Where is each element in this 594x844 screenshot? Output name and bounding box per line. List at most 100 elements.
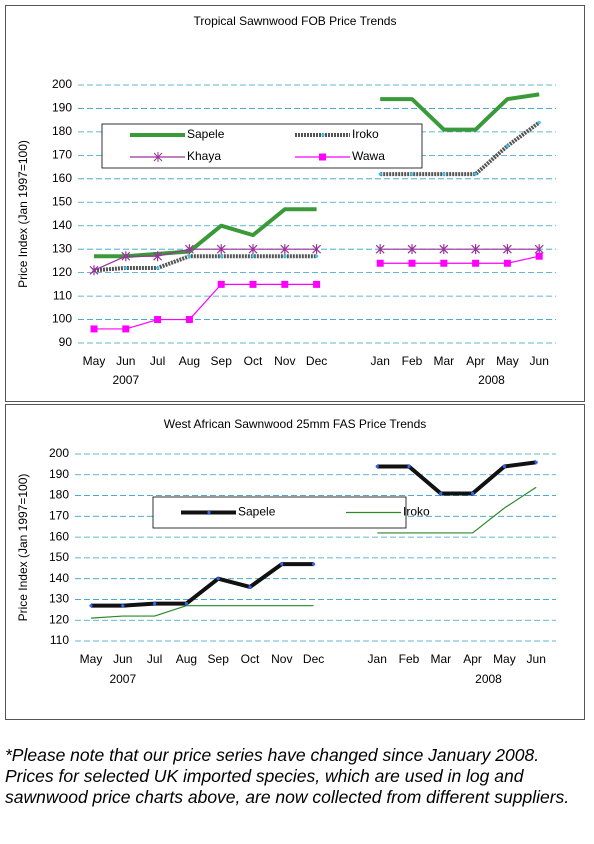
marker (121, 604, 125, 608)
y-tick-label: 110 (50, 633, 69, 647)
year-label: 2008 (478, 373, 505, 387)
x-tick-label: Jun (113, 652, 132, 666)
chart-frame: Tropical Sawnwood FOB Price Trends Price … (5, 5, 585, 402)
y-tick-label: 200 (49, 446, 69, 460)
x-tick-label: Dec (306, 354, 327, 368)
legend-marker (319, 153, 326, 161)
x-tick-label: Mar (430, 652, 451, 666)
series-line (91, 460, 537, 608)
year-label: 2008 (475, 672, 502, 686)
marker (281, 280, 289, 288)
legend-label: Sapele (187, 127, 225, 141)
marker (407, 464, 411, 469)
marker (502, 464, 506, 469)
marker (313, 280, 321, 288)
marker (187, 254, 191, 258)
marker (184, 602, 188, 606)
x-tick-label: Aug (179, 354, 200, 368)
marker (121, 251, 131, 262)
marker (89, 265, 99, 276)
chart: Tropical Sawnwood FOB Price Trends Price … (16, 14, 556, 387)
y-axis-label: Price Index (Jan 1997=100) (16, 140, 30, 288)
x-tick-label: May (496, 354, 519, 368)
marker (312, 244, 322, 255)
marker (156, 266, 160, 270)
marker (535, 252, 543, 260)
x-tick-label: Jun (116, 354, 135, 368)
marker (154, 316, 162, 324)
y-tick-label: 130 (52, 241, 72, 255)
marker (503, 259, 511, 267)
marker (471, 244, 481, 255)
x-tick-label: Sep (211, 354, 233, 368)
markers (92, 120, 541, 272)
y-tick-label: 190 (52, 101, 72, 115)
x-tick-label: Nov (271, 652, 292, 666)
series-line (94, 92, 540, 259)
legend-label: Wawa (352, 149, 385, 163)
year-label: 2007 (109, 672, 136, 686)
marker (407, 244, 417, 255)
x-tick-label: Feb (402, 354, 423, 368)
markers (89, 244, 544, 276)
x-tick-label: Oct (241, 652, 260, 666)
legend-marker (207, 510, 211, 515)
marker (408, 259, 416, 267)
markers (90, 252, 543, 333)
marker (440, 259, 448, 267)
y-tick-label: 150 (49, 550, 69, 564)
marker (537, 120, 541, 125)
series-line (93, 120, 541, 273)
x-tick-label: Jun (530, 354, 549, 368)
y-tick-label: 170 (52, 148, 72, 162)
marker (90, 325, 98, 333)
marker (153, 251, 163, 262)
marker (280, 244, 290, 255)
marker (312, 562, 316, 566)
marker (474, 172, 478, 176)
y-tick-label: 160 (52, 171, 72, 185)
y-tick-label: 120 (49, 612, 69, 626)
y-tick-label: 190 (49, 467, 69, 481)
legend-label: Iroko (403, 505, 430, 519)
marker (534, 244, 544, 255)
markers (89, 460, 538, 608)
y-axis-label: Price Index (Jan 1997=100) (16, 474, 30, 622)
marker (375, 244, 385, 255)
marker (217, 280, 225, 288)
y-tick-label: 180 (52, 124, 72, 138)
y-tick-label: 110 (53, 288, 72, 302)
y-tick-label: 130 (49, 592, 69, 606)
marker (472, 259, 480, 267)
year-label: 2007 (112, 373, 139, 387)
x-tick-label: Mar (433, 354, 454, 368)
marker (219, 254, 223, 258)
marker (502, 244, 512, 255)
footnote: *Please note that our price series have … (5, 745, 570, 807)
series-line (90, 486, 537, 619)
marker (439, 491, 443, 496)
marker (439, 244, 449, 255)
legend-label: Iroko (352, 127, 379, 141)
x-tick-label: Jul (150, 354, 165, 368)
y-tick-label: 180 (49, 488, 69, 502)
marker (185, 316, 193, 324)
x-tick-label: May (80, 652, 103, 666)
marker (184, 244, 194, 255)
x-tick-label: Feb (399, 652, 420, 666)
y-tick-label: 140 (52, 218, 72, 232)
marker (410, 172, 414, 176)
legend-box (101, 123, 423, 169)
marker (122, 325, 130, 333)
y-tick-label: 170 (49, 509, 69, 523)
marker (283, 254, 287, 258)
x-tick-label: Apr (463, 652, 482, 666)
legend-marker (153, 152, 163, 162)
chart-title: Tropical Sawnwood FOB Price Trends (194, 14, 397, 28)
y-tick-label: 150 (52, 194, 72, 208)
marker (248, 585, 252, 589)
x-tick-label: May (493, 652, 516, 666)
marker (89, 604, 93, 608)
marker (378, 172, 382, 176)
